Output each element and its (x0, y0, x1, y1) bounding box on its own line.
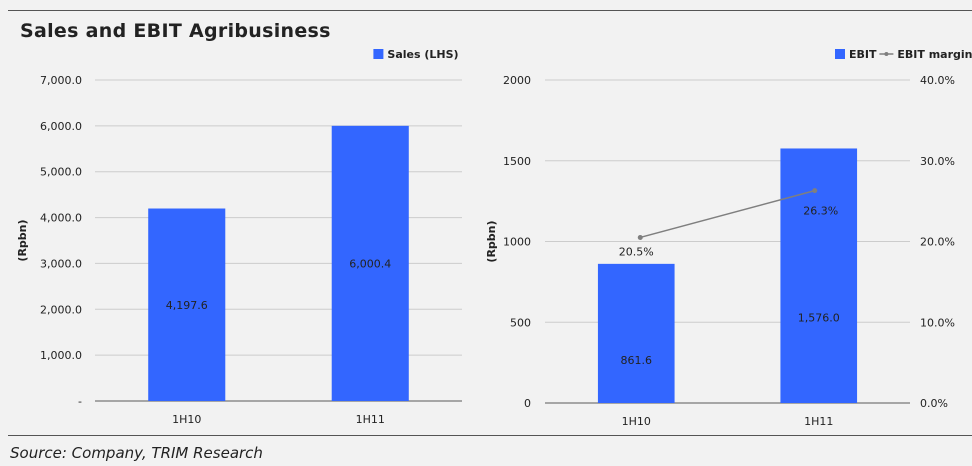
y-tick-label: 7,000.0 (40, 74, 82, 87)
ebit-margin-point (637, 234, 643, 240)
bar-data-label: 6,000.4 (349, 257, 391, 270)
x-tick-label: 1H11 (356, 413, 385, 426)
y-tick-label: - (78, 395, 82, 408)
bar (148, 208, 226, 401)
y-tick-label: 1,000.0 (40, 349, 82, 362)
y-tick-label: 1500 (503, 155, 531, 168)
y2-tick-label: 20.0% (920, 236, 955, 249)
y-tick-label: 0 (524, 397, 531, 410)
y-tick-label: 2000 (503, 74, 531, 87)
bar-data-label: 861.6 (621, 354, 653, 367)
bar (331, 125, 409, 401)
y-tick-label: 5,000.0 (40, 166, 82, 179)
y2-tick-label: 0.0% (920, 397, 948, 410)
y-tick-label: 6,000.0 (40, 120, 82, 133)
ebit-margin-point (812, 188, 818, 194)
y-axis-label: (Rpbn) (16, 219, 29, 261)
legend-label: EBIT margin (897, 48, 972, 61)
top-rule (8, 10, 972, 11)
bar (780, 148, 858, 403)
bar-data-label: 4,197.6 (166, 299, 208, 312)
y2-tick-label: 40.0% (920, 74, 955, 87)
legend-label: Sales (LHS) (387, 48, 458, 61)
bottom-rule (8, 435, 972, 436)
y-tick-label: 3,000.0 (40, 257, 82, 270)
y-tick-label: 4,000.0 (40, 212, 82, 225)
x-tick-label: 1H10 (172, 413, 201, 426)
legend-swatch (835, 49, 845, 59)
y-tick-label: 500 (510, 316, 531, 329)
ebit-margin-line (640, 189, 815, 239)
x-tick-label: 1H11 (804, 415, 833, 428)
y2-tick-label: 30.0% (920, 155, 955, 168)
legend-swatch (373, 49, 384, 59)
legend-swatch-marker (884, 52, 889, 56)
bar-data-label: 1,576.0 (798, 312, 840, 325)
y-tick-label: 2,000.0 (40, 303, 82, 316)
bar (597, 263, 675, 403)
line-data-label: 26.3% (803, 205, 838, 218)
y-axis-label: (Rpbn) (485, 220, 498, 262)
legend-label: EBIT (849, 48, 877, 61)
line-data-label: 20.5% (619, 245, 654, 258)
source-note: Source: Company, TRIM Research (10, 444, 263, 462)
y-tick-label: 1000 (503, 236, 531, 249)
page-title: Sales and EBIT Agribusiness (20, 20, 331, 42)
y2-tick-label: 10.0% (920, 316, 955, 329)
x-tick-label: 1H10 (622, 415, 651, 428)
